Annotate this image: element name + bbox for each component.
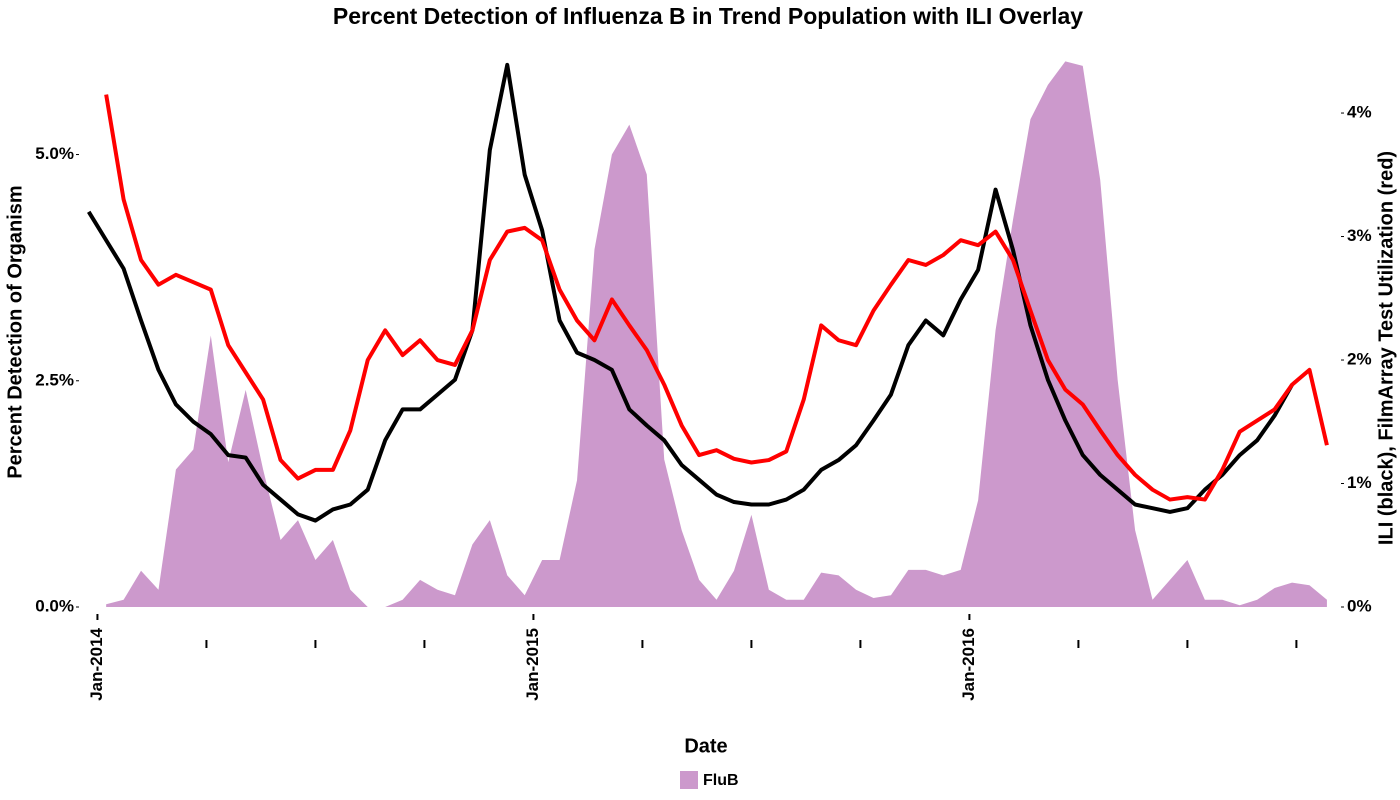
y-tick-label: 5.0% (35, 144, 74, 163)
x-tick-label: Jan-2015 (523, 628, 542, 701)
line (104, 94, 1329, 502)
chart-title: Percent Detection of Influenza B in Tren… (333, 3, 1083, 29)
y2-axis-title: ILI (black), FilmArray Test Utilization … (1375, 151, 1397, 545)
y-tick-label: 2.5% (35, 370, 74, 389)
y2-tick-label: 2% (1347, 350, 1372, 369)
x-axis-title: Date (684, 735, 727, 757)
y2-tick-label: 4% (1347, 103, 1372, 122)
y2-tick-label: 0% (1347, 596, 1372, 615)
y-axis-title: Percent Detection of Organism (4, 185, 26, 478)
legend-label: FluB (703, 772, 739, 789)
x-tick-label: Jan-2014 (87, 627, 106, 700)
y2-tick-label: 3% (1347, 226, 1372, 245)
line (87, 62, 1294, 523)
y2-tick-label: 1% (1347, 473, 1372, 492)
x-tick-label: Jan-2016 (959, 628, 978, 701)
area (106, 61, 1327, 608)
y-tick-label: 0.0% (35, 596, 74, 615)
legend-swatch (680, 771, 698, 789)
